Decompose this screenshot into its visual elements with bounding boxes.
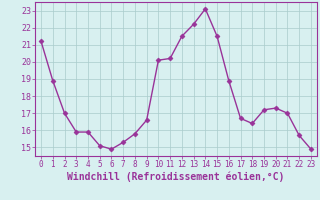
X-axis label: Windchill (Refroidissement éolien,°C): Windchill (Refroidissement éolien,°C) (67, 172, 285, 182)
